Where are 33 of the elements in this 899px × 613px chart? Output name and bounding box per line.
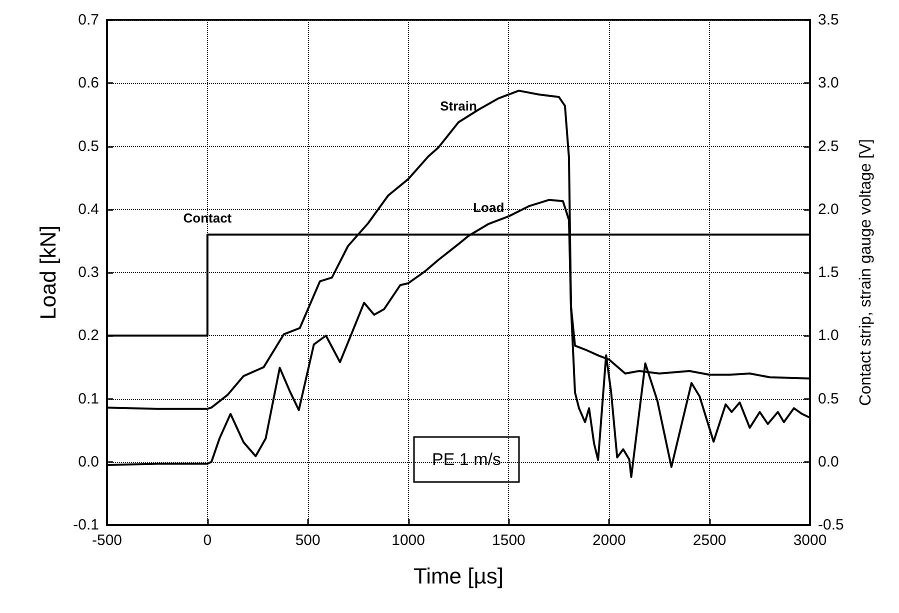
series-label: Contact bbox=[183, 210, 232, 226]
y2-tick-label: 2.0 bbox=[818, 200, 839, 218]
y-tick-label: 0.1 bbox=[78, 390, 99, 408]
y2-tick-label: -0.5 bbox=[818, 516, 844, 534]
y2-tick-label: 3.0 bbox=[818, 74, 839, 92]
y-tick-label: -0.1 bbox=[73, 516, 99, 534]
x-tick-label: -500 bbox=[92, 532, 122, 549]
y-tick-label: 0.6 bbox=[78, 74, 99, 92]
x-tick-label: 500 bbox=[295, 532, 320, 549]
x-tick-label: 2500 bbox=[692, 532, 726, 549]
y-tick-label: 0.3 bbox=[78, 264, 99, 281]
x-tick-label: 1500 bbox=[492, 532, 526, 549]
y-tick-label: 0.4 bbox=[78, 200, 99, 218]
y2-tick-label: 1.0 bbox=[818, 327, 839, 344]
x-axis-title: Time [µs] bbox=[413, 564, 504, 588]
annotation: PE 1 m/s bbox=[432, 450, 501, 469]
y2-tick-label: 3.5 bbox=[818, 12, 839, 28]
y-axis-title: Load [kN] bbox=[36, 225, 60, 320]
y-tick-label: 0.5 bbox=[78, 138, 99, 155]
x-tick-label: 2000 bbox=[592, 532, 626, 549]
y-tick-label: 0.7 bbox=[78, 12, 99, 28]
series-label: Load bbox=[473, 200, 504, 215]
x-tick-label: 1000 bbox=[392, 532, 425, 549]
y2-axis-title: Contact strip, strain gauge voltage [V] bbox=[858, 139, 874, 406]
x-tick-label: 3000 bbox=[793, 532, 827, 549]
y-tick-label: 0.0 bbox=[78, 453, 99, 470]
y2-tick-label: 1.5 bbox=[818, 264, 839, 281]
y2-tick-label: 2.5 bbox=[818, 138, 839, 155]
x-tick-label: 0 bbox=[203, 532, 212, 549]
y2-tick-label: 0.0 bbox=[818, 453, 839, 470]
y2-tick-label: 0.5 bbox=[818, 390, 839, 408]
y-tick-label: 0.2 bbox=[78, 327, 99, 344]
series-label: Strain bbox=[440, 98, 477, 114]
